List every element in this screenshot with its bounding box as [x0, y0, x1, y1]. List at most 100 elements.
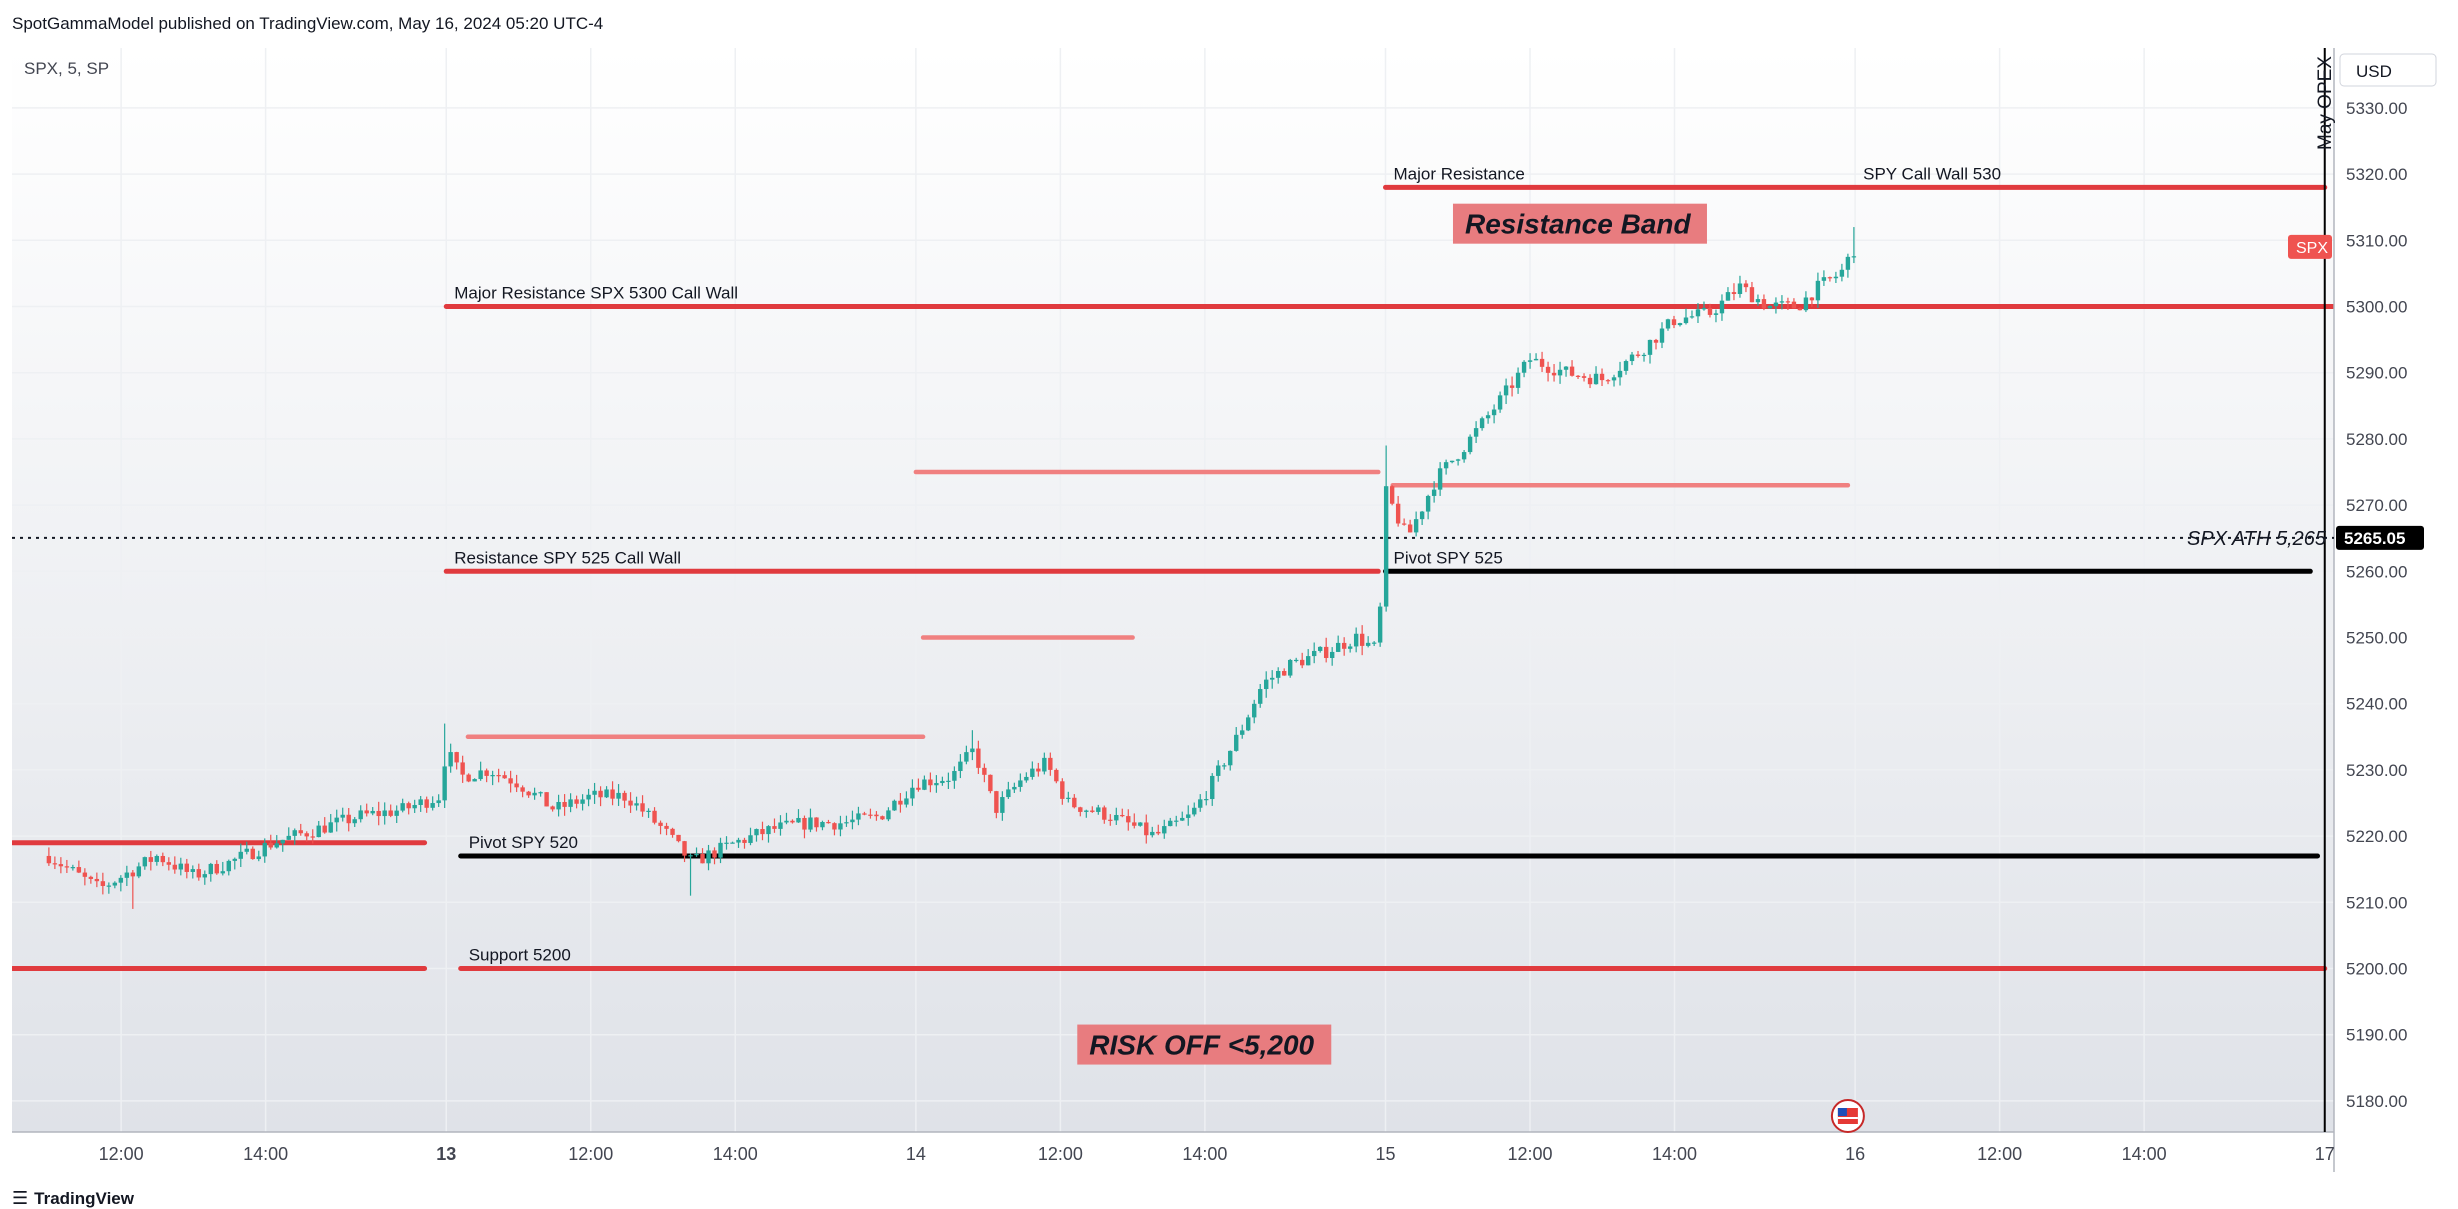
- candle-body: [1329, 651, 1335, 659]
- candle-body: [1216, 765, 1221, 776]
- candle-body: [922, 779, 927, 790]
- candle-body: [1186, 814, 1191, 818]
- candle-body: [1683, 317, 1689, 324]
- candle-body: [556, 801, 561, 810]
- us-flag-event-icon[interactable]: [1830, 1099, 1865, 1133]
- candle-body: [1228, 750, 1233, 766]
- candle-body: [1060, 781, 1065, 799]
- candle-body: [868, 814, 873, 816]
- candle-body: [934, 783, 939, 786]
- candle-body: [1851, 256, 1857, 258]
- candle-body: [172, 864, 178, 870]
- candle-body: [472, 779, 477, 782]
- candle-body: [1551, 372, 1557, 376]
- candle-body: [514, 783, 519, 788]
- candle-body: [226, 860, 231, 872]
- level-label: Pivot SPY 525: [1394, 548, 1503, 567]
- candle-body: [856, 813, 861, 820]
- candle-body: [106, 885, 112, 887]
- levels: [12, 184, 2334, 971]
- candle-body: [736, 839, 741, 843]
- candle-body: [1737, 283, 1743, 295]
- time-tick-label: 14:00: [2122, 1144, 2167, 1164]
- price-tick-label: 5240.00: [2346, 695, 2407, 714]
- candle-body: [1323, 646, 1329, 659]
- candle-body: [454, 752, 459, 763]
- candle-body: [1485, 415, 1491, 419]
- last-price-label: 5265.05: [2344, 529, 2405, 548]
- candle-body: [1353, 633, 1359, 647]
- price-tick-label: 5230.00: [2346, 761, 2407, 780]
- candle-body: [1240, 730, 1245, 735]
- candle-body: [766, 826, 771, 835]
- candle-body: [448, 752, 453, 767]
- footer-brand-text: TradingView: [34, 1188, 134, 1208]
- currency-button[interactable]: [2339, 53, 2437, 87]
- time-axis[interactable]: 12:00 14:00 13 12:00 14:00 14 12:00 14:00 15 12:0…: [99, 1144, 2335, 1164]
- ath-label: SPX ATH 5,265: [2187, 528, 2327, 550]
- level-label: Major Resistance SPX 5300 Call Wall: [454, 284, 738, 303]
- candle-body: [688, 855, 693, 857]
- candle-body: [1288, 659, 1293, 676]
- candle-body: [1078, 807, 1083, 812]
- candle-body: [1305, 656, 1311, 666]
- candle-body: [1006, 789, 1011, 798]
- candle-body: [1150, 831, 1155, 836]
- candle-body: [130, 872, 136, 877]
- candle-body: [1533, 358, 1539, 361]
- candle-body: [334, 817, 339, 823]
- candle-body: [508, 778, 513, 784]
- candle-body: [1252, 703, 1257, 718]
- candle-body: [904, 798, 909, 805]
- tradingview-logo-icon: ☰: [12, 1188, 29, 1208]
- candle-body: [1192, 807, 1197, 815]
- candle-body: [838, 823, 843, 830]
- candle-body: [1473, 428, 1479, 437]
- footer-brand: ☰ TradingView: [12, 1188, 134, 1209]
- price-tick-label: 5250.00: [2346, 629, 2407, 648]
- candle-body: [1635, 354, 1641, 356]
- price-tick-label: 5290.00: [2346, 364, 2407, 383]
- candle-body: [1479, 418, 1485, 429]
- candle-body: [256, 856, 261, 860]
- candle-body: [1623, 361, 1629, 371]
- candle-body: [646, 810, 651, 812]
- price-tick-label: 5260.00: [2346, 562, 2407, 581]
- candle-body: [202, 874, 207, 878]
- candle-body: [1725, 292, 1731, 301]
- candle-body: [238, 851, 243, 859]
- candle-body: [760, 829, 765, 835]
- candle-body: [1755, 299, 1761, 303]
- candle-body: [178, 863, 184, 870]
- candle-body: [916, 787, 921, 790]
- candle-body: [1707, 307, 1713, 315]
- candle-body: [1012, 786, 1017, 790]
- candle-body: [1467, 436, 1473, 453]
- candle-body: [1557, 369, 1563, 376]
- candle-body: [1749, 287, 1755, 303]
- candle-body: [478, 770, 483, 780]
- candle-body: [496, 775, 501, 777]
- candle-body: [562, 801, 567, 807]
- candle-body: [184, 863, 190, 872]
- candle-body: [1629, 354, 1635, 362]
- candle-body: [1024, 776, 1029, 781]
- candle-body: [532, 792, 537, 796]
- price-axis[interactable]: 5180.00 5190.00 5200.00 5210.00 5220.00 5230.…: [2346, 99, 2407, 1111]
- time-tick-label: 16: [1845, 1144, 1865, 1164]
- candle-body: [358, 810, 363, 820]
- candle-body: [1234, 734, 1239, 751]
- candle-body: [970, 748, 975, 753]
- candle-body: [1311, 650, 1317, 657]
- candle-body: [196, 869, 201, 878]
- candle-body: [1246, 717, 1251, 731]
- candle-body: [292, 830, 297, 836]
- candle-body: [364, 810, 369, 814]
- candle-body: [832, 823, 837, 830]
- candle-body: [1156, 831, 1161, 834]
- candle-body: [1713, 313, 1719, 315]
- candle-body: [1593, 373, 1599, 385]
- time-tick-label: 12:00: [1038, 1144, 1083, 1164]
- symbol-label[interactable]: SPX, 5, SP: [24, 59, 109, 78]
